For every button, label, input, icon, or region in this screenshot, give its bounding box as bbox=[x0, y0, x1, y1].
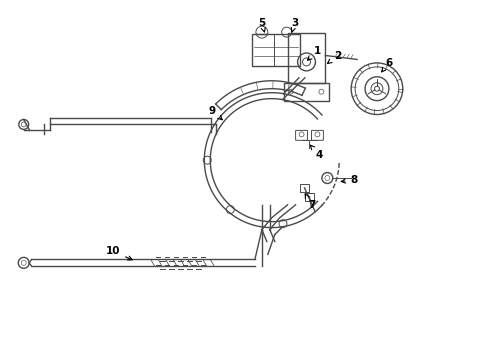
Bar bbox=[287, 33, 325, 83]
Text: 6: 6 bbox=[381, 58, 392, 72]
Text: 1: 1 bbox=[307, 46, 321, 60]
Bar bbox=[251, 34, 299, 66]
Text: 2: 2 bbox=[327, 51, 340, 63]
Text: 8: 8 bbox=[341, 175, 357, 185]
Text: 10: 10 bbox=[105, 247, 132, 260]
Text: 9: 9 bbox=[208, 105, 222, 120]
Bar bbox=[283, 83, 328, 100]
Bar bbox=[304, 193, 314, 201]
Text: 4: 4 bbox=[310, 145, 323, 160]
Text: 5: 5 bbox=[258, 18, 265, 32]
Bar bbox=[299, 184, 309, 192]
Text: 7: 7 bbox=[305, 194, 315, 210]
Text: 3: 3 bbox=[290, 18, 298, 32]
